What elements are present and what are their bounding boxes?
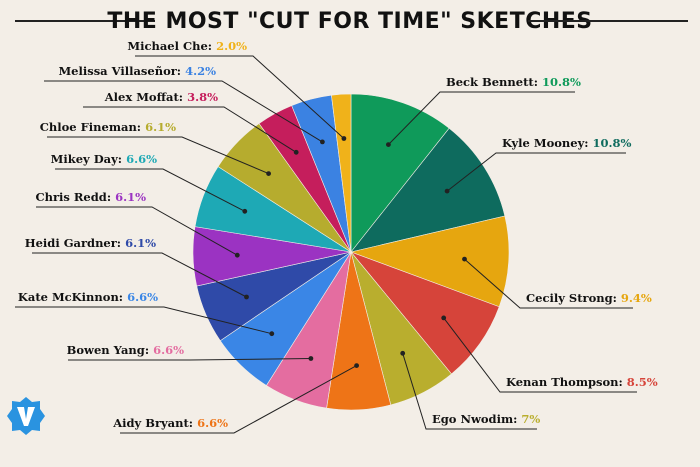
pie-slice-cecily-strong	[349, 215, 510, 308]
leader-dot	[293, 149, 299, 155]
leader-line	[388, 91, 575, 145]
slice-label: Cecily Strong: 9.4%	[526, 291, 652, 305]
leader-line	[402, 353, 537, 430]
leader-dot	[234, 252, 240, 258]
leader-line	[36, 206, 238, 256]
leader-line	[68, 358, 311, 361]
slice-label-percent: 6.6%	[153, 343, 184, 357]
slice-label: Melissa Villaseñor: 4.2%	[58, 64, 216, 78]
slice-label-percent: 6.6%	[197, 416, 228, 430]
slice-label-percent: 10.8%	[542, 75, 581, 89]
slice-label-percent: 10.8%	[593, 136, 632, 150]
leader-line	[47, 136, 269, 175]
leader-line	[446, 152, 626, 192]
slice-label-percent: 8.5%	[627, 375, 658, 389]
leader-line	[443, 317, 637, 393]
slice-label-percent: 6.6%	[127, 290, 158, 304]
leader-line	[135, 55, 345, 139]
slice-label-name: Chris Redd:	[35, 190, 115, 204]
slice-label: Aidy Bryant: 6.6%	[112, 416, 228, 430]
v-logo-icon	[7, 397, 45, 435]
slice-label: Chloe Fineman: 6.1%	[40, 120, 176, 134]
leader-line	[44, 80, 323, 143]
slice-label-percent: 6.1%	[125, 236, 156, 250]
pie-slice-michael-che	[331, 93, 352, 253]
slice-label-name: Alex Moffat:	[104, 90, 187, 104]
leader-dot	[242, 208, 248, 214]
slice-label-percent: 6.1%	[145, 120, 176, 134]
slice-label-name: Aidy Bryant:	[112, 416, 197, 430]
slice-label: Alex Moffat: 3.8%	[104, 90, 218, 104]
slice-label: Bowen Yang: 6.6%	[67, 343, 184, 357]
slice-label-name: Ego Nwodim:	[432, 412, 521, 426]
slice-label-name: Michael Che:	[127, 39, 216, 53]
pie-slice-kyle-mooney	[350, 127, 506, 253]
slice-label-name: Chloe Fineman:	[40, 120, 145, 134]
slice-label: Kenan Thompson: 8.5%	[506, 375, 658, 389]
slice-label-name: Beck Bennett:	[446, 75, 542, 89]
slice-label-name: Heidi Gardner:	[25, 236, 125, 250]
slice-label: Heidi Gardner: 6.1%	[25, 236, 156, 250]
slice-label-percent: 9.4%	[621, 291, 652, 305]
slice-label: Kyle Mooney: 10.8%	[502, 136, 632, 150]
title-rule-left	[15, 20, 155, 22]
leader-line	[120, 365, 357, 434]
slice-label-name: Mikey Day:	[51, 152, 126, 166]
title-rule-right	[528, 20, 688, 22]
leader-line	[15, 306, 272, 335]
slice-label: Mikey Day: 6.6%	[51, 152, 157, 166]
slice-label-name: Kyle Mooney:	[502, 136, 593, 150]
pie-slice-beck-bennett	[350, 93, 450, 253]
chart-title: THE MOST "CUT FOR TIME" SKETCHES	[107, 9, 593, 34]
slice-label-percent: 2.0%	[216, 39, 247, 53]
slice-label-name: Kate McKinnon:	[18, 290, 127, 304]
slice-label: Chris Redd: 6.1%	[35, 190, 146, 204]
slice-label: Kate McKinnon: 6.6%	[18, 290, 158, 304]
slice-label: Ego Nwodim: 7%	[432, 412, 540, 426]
slice-label-name: Kenan Thompson:	[506, 375, 627, 389]
slice-label-name: Melissa Villaseñor:	[58, 64, 185, 78]
slice-label-percent: 4.2%	[185, 64, 216, 78]
leader-line	[32, 252, 247, 298]
leader-line	[55, 168, 246, 212]
slice-label: Beck Bennett: 10.8%	[446, 75, 581, 89]
slice-label-percent: 6.1%	[115, 190, 146, 204]
slice-label-percent: 3.8%	[187, 90, 218, 104]
leader-line	[83, 106, 297, 153]
slice-label-name: Bowen Yang:	[67, 343, 153, 357]
slice-label-name: Cecily Strong:	[526, 291, 621, 305]
slice-label-percent: 7%	[521, 412, 540, 426]
slice-label-percent: 6.6%	[126, 152, 157, 166]
leader-line	[464, 258, 633, 309]
slice-label: Michael Che: 2.0%	[127, 39, 247, 53]
